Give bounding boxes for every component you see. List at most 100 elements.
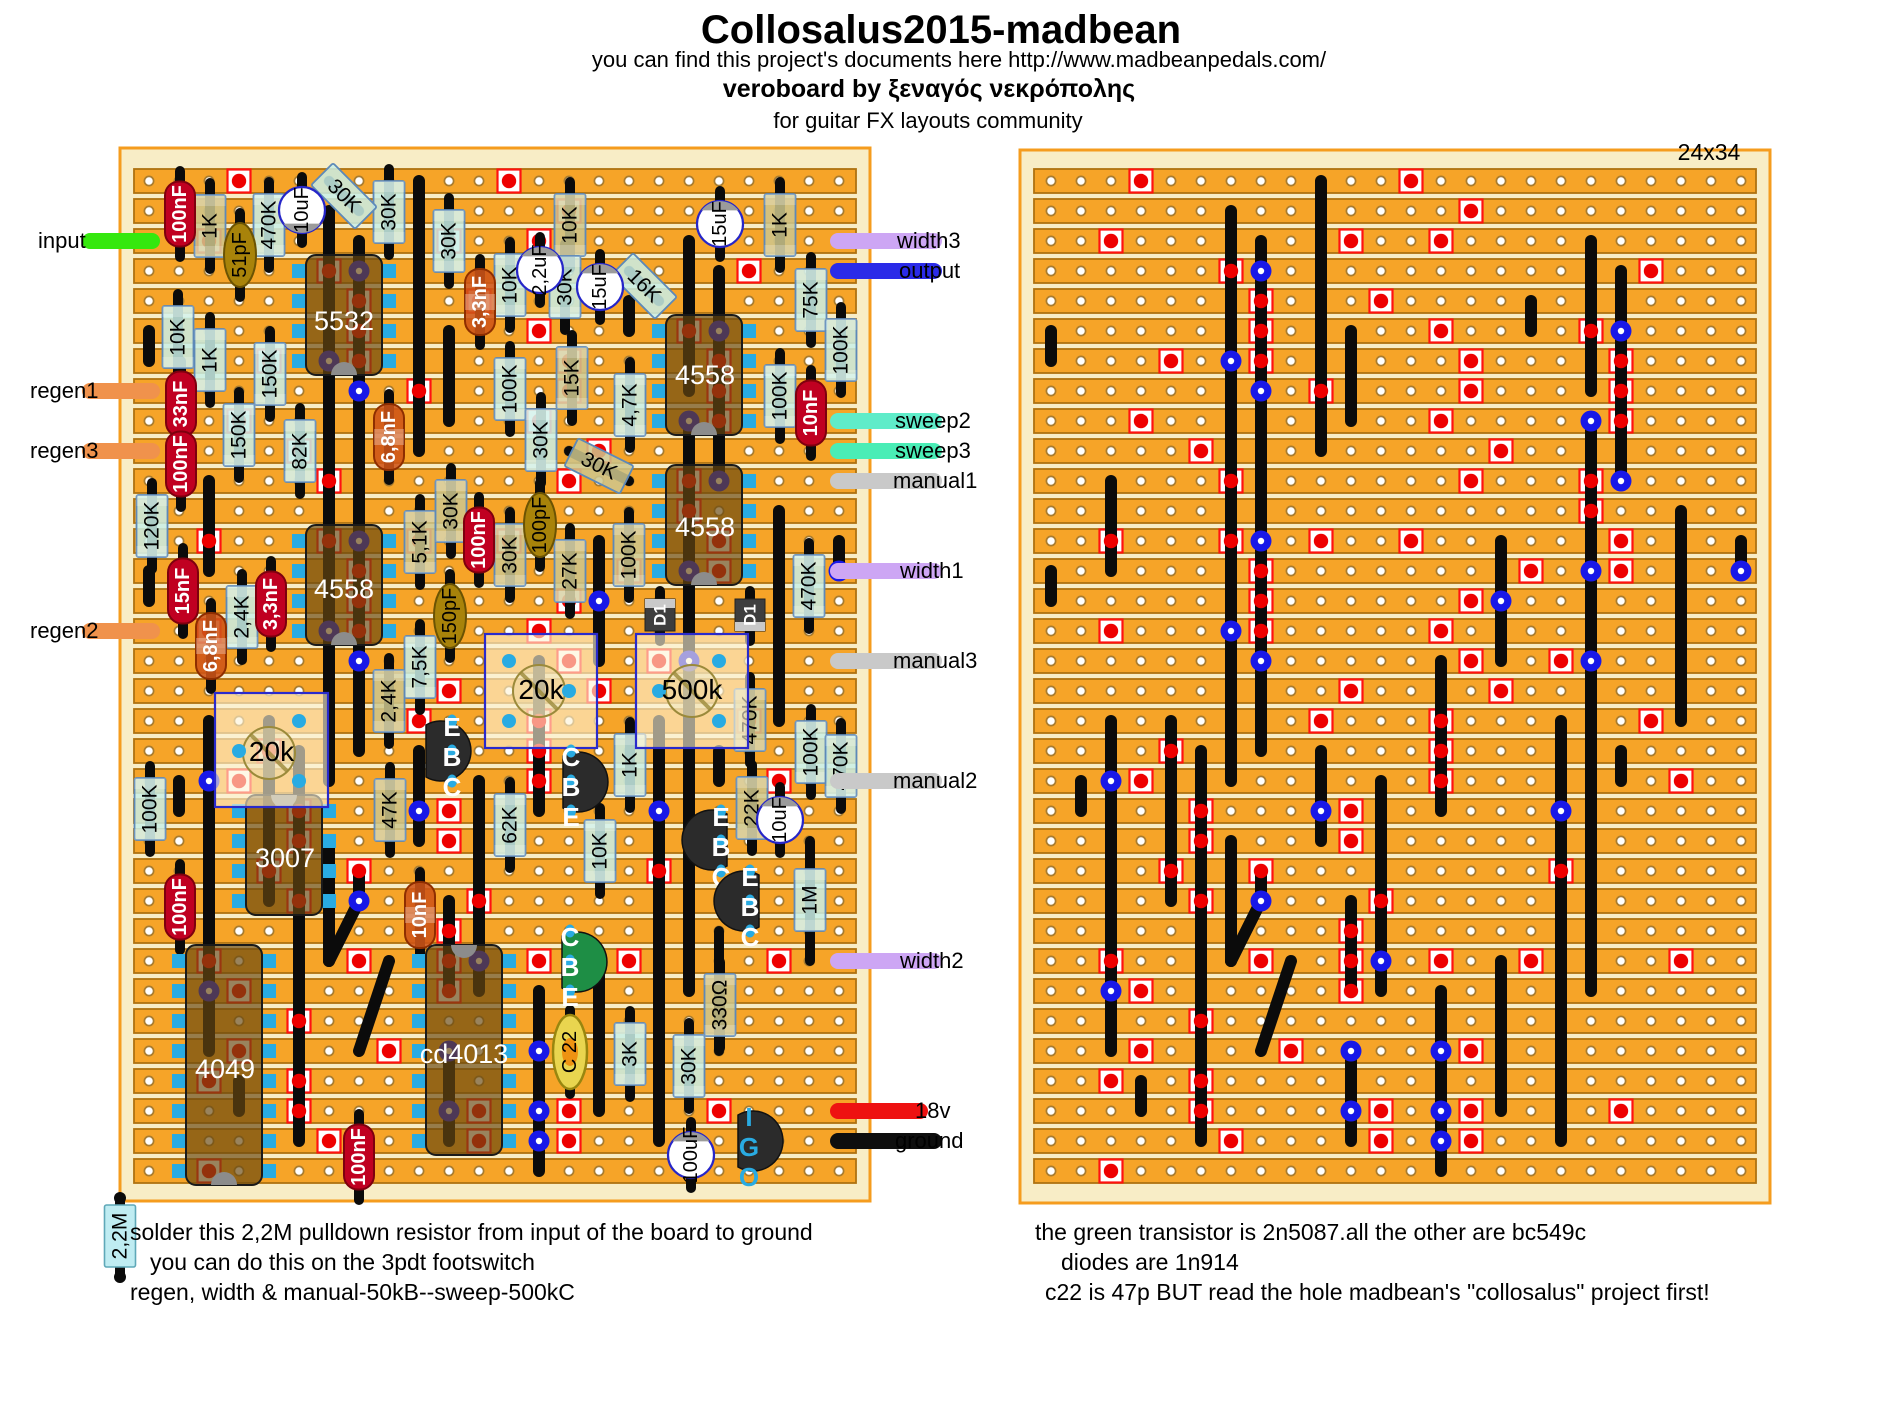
svg-text:30K: 30K xyxy=(378,193,401,230)
svg-text:33nF: 33nF xyxy=(170,381,192,428)
svg-text:100K: 100K xyxy=(499,364,522,413)
svg-text:B: B xyxy=(561,952,580,982)
svg-text:20k: 20k xyxy=(518,674,564,705)
svg-text:10K: 10K xyxy=(589,832,612,869)
svg-text:regen2: regen2 xyxy=(30,618,99,643)
svg-text:100K: 100K xyxy=(830,325,853,374)
svg-text:sweep3: sweep3 xyxy=(895,438,971,463)
svg-text:100nF: 100nF xyxy=(348,1128,370,1186)
svg-text:C: C xyxy=(561,922,580,952)
svg-text:51pF: 51pF xyxy=(229,232,251,278)
svg-text:5532: 5532 xyxy=(314,306,374,336)
svg-text:B: B xyxy=(443,742,462,772)
svg-text:c22 is 47p BUT read the hole m: c22 is 47p BUT read the hole madbean's "… xyxy=(1045,1279,1710,1305)
svg-text:regen1: regen1 xyxy=(30,378,99,403)
svg-text:4558: 4558 xyxy=(314,574,374,604)
svg-text:100K: 100K xyxy=(139,784,162,833)
svg-text:output: output xyxy=(899,258,960,283)
svg-text:10uF: 10uF xyxy=(291,187,313,233)
svg-text:20k: 20k xyxy=(249,736,295,767)
svg-text:10K: 10K xyxy=(167,318,190,355)
svg-text:ground: ground xyxy=(895,1128,964,1153)
svg-text:30K: 30K xyxy=(438,222,461,259)
svg-text:O: O xyxy=(739,1162,759,1192)
svg-text:470K: 470K xyxy=(258,200,281,249)
svg-text:2,4K: 2,4K xyxy=(231,595,254,638)
svg-text:the green transistor is 2n5087: the green transistor is 2n5087.all the o… xyxy=(1035,1219,1586,1245)
svg-text:5,1K: 5,1K xyxy=(409,520,432,563)
svg-text:27K: 27K xyxy=(559,552,582,589)
svg-text:B: B xyxy=(741,892,760,922)
svg-text:6,8nF: 6,8nF xyxy=(378,411,400,463)
svg-text:4,7K: 4,7K xyxy=(619,383,642,426)
svg-text:B: B xyxy=(712,832,731,862)
svg-text:1K: 1K xyxy=(619,752,642,778)
svg-text:E: E xyxy=(443,712,460,742)
svg-text:15nF: 15nF xyxy=(172,568,194,615)
svg-text:manual1: manual1 xyxy=(893,468,977,493)
svg-text:150pF: 150pF xyxy=(439,588,461,645)
svg-text:15K: 15K xyxy=(561,359,584,396)
svg-text:6,8nF: 6,8nF xyxy=(200,620,222,672)
svg-text:470K: 470K xyxy=(798,561,821,610)
svg-text:10K: 10K xyxy=(559,206,582,243)
svg-text:I: I xyxy=(745,1102,752,1132)
svg-text:120K: 120K xyxy=(141,501,164,550)
svg-text:1M: 1M xyxy=(799,885,822,914)
svg-text:100nF: 100nF xyxy=(170,435,192,493)
svg-text:C 22: C 22 xyxy=(559,1031,581,1073)
svg-text:you can find this project's do: you can find this project's documents he… xyxy=(592,47,1327,72)
svg-text:30K: 30K xyxy=(678,1047,701,1084)
svg-text:width1: width1 xyxy=(899,558,964,583)
svg-text:D1: D1 xyxy=(651,604,670,626)
svg-text:manual2: manual2 xyxy=(893,768,977,793)
svg-text:10nF: 10nF xyxy=(800,390,822,437)
svg-text:100nF: 100nF xyxy=(468,511,490,569)
svg-text:100K: 100K xyxy=(769,371,792,420)
svg-text:Collosalus2015-madbean: Collosalus2015-madbean xyxy=(701,8,1181,52)
svg-text:330Ω: 330Ω xyxy=(709,980,732,1031)
svg-text:62K: 62K xyxy=(499,806,522,843)
svg-text:input: input xyxy=(38,228,86,253)
svg-text:24x34: 24x34 xyxy=(1678,139,1741,165)
svg-text:E: E xyxy=(562,802,579,832)
svg-text:solder this 2,2M pulldown resi: solder this 2,2M pulldown resistor from … xyxy=(130,1219,813,1245)
svg-text:3,3nF: 3,3nF xyxy=(469,276,491,328)
svg-text:10nF: 10nF xyxy=(409,892,431,939)
svg-text:E: E xyxy=(741,862,758,892)
svg-text:100K: 100K xyxy=(800,727,823,776)
svg-text:100nF: 100nF xyxy=(169,185,191,243)
svg-text:30K: 30K xyxy=(530,421,553,458)
svg-text:100nF: 100nF xyxy=(169,878,191,936)
svg-text:for guitar FX layouts communit: for guitar FX layouts community xyxy=(773,108,1082,133)
svg-text:you can do this on the 3pdt fo: you can do this on the 3pdt footswitch xyxy=(150,1249,535,1275)
svg-text:30K: 30K xyxy=(440,492,463,529)
svg-text:75K: 75K xyxy=(800,281,823,318)
svg-text:C: C xyxy=(562,742,581,772)
svg-text:47K: 47K xyxy=(379,791,402,828)
svg-text:width3: width3 xyxy=(896,228,961,253)
svg-text:7,5K: 7,5K xyxy=(409,645,432,688)
svg-text:E: E xyxy=(561,982,578,1012)
svg-text:regen3: regen3 xyxy=(30,438,99,463)
svg-text:sweep2: sweep2 xyxy=(895,408,971,433)
svg-text:2,2uF: 2,2uF xyxy=(529,244,551,295)
svg-text:18v: 18v xyxy=(915,1098,950,1123)
svg-text:E: E xyxy=(712,802,729,832)
svg-text:regen, width & manual-50kB--sw: regen, width & manual-50kB--sweep-500kC xyxy=(130,1279,575,1305)
svg-text:2,2M: 2,2M xyxy=(109,1213,132,1260)
svg-text:10uF: 10uF xyxy=(769,797,791,843)
svg-text:10K: 10K xyxy=(499,266,522,303)
svg-text:cd4013: cd4013 xyxy=(420,1039,509,1069)
svg-text:3K: 3K xyxy=(619,1041,642,1067)
svg-text:1K: 1K xyxy=(769,212,792,238)
svg-text:D1: D1 xyxy=(741,604,760,626)
svg-text:15uF: 15uF xyxy=(709,201,731,247)
svg-text:C: C xyxy=(443,772,462,802)
svg-text:B: B xyxy=(562,772,581,802)
svg-text:2,4K: 2,4K xyxy=(378,679,401,722)
svg-text:diodes are 1n914: diodes are 1n914 xyxy=(1061,1249,1239,1275)
svg-text:150K: 150K xyxy=(259,349,282,398)
svg-text:1K: 1K xyxy=(199,213,222,239)
svg-text:3007: 3007 xyxy=(255,843,315,873)
